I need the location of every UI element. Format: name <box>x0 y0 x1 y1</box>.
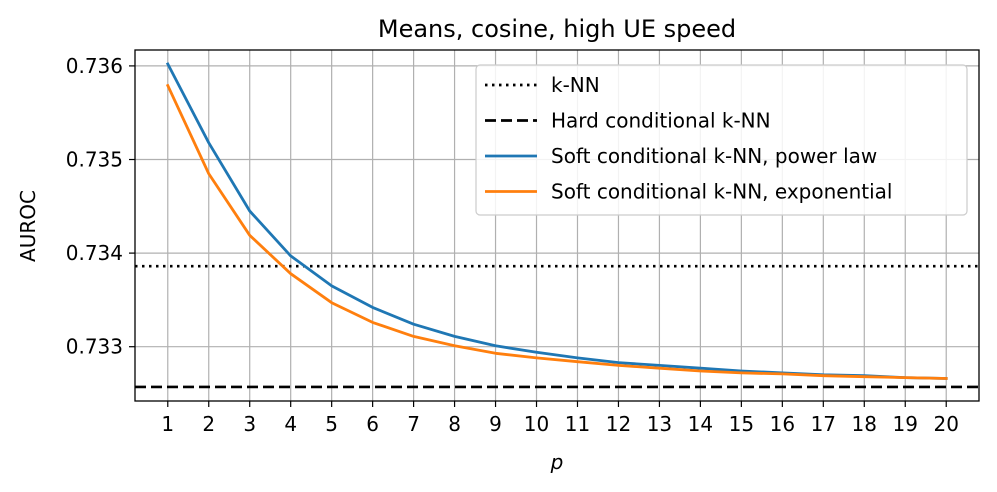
x-tick-label: 16 <box>770 412 795 436</box>
exponential-line <box>165 83 948 380</box>
y-tick-label: 0.733 <box>66 335 123 359</box>
x-tick-label: 6 <box>366 412 379 436</box>
legend-label-exponential: Soft conditional k-NN, exponential <box>551 180 892 204</box>
x-tick-label: 17 <box>811 412 836 436</box>
x-tick-label: 10 <box>524 412 549 436</box>
legend-label-hard-conditional-knn: Hard conditional k-NN <box>551 109 771 133</box>
x-tick-label: 11 <box>565 412 590 436</box>
plot-frame <box>134 49 980 402</box>
x-axis: 1 2 3 4 5 6 7 8 9 10 11 12 13 14 15 16 17 18 19 20 <box>161 401 959 436</box>
legend-label-knn: k-NN <box>551 73 600 97</box>
legend-label-power-law: Soft conditional k-NN, power law <box>551 144 877 168</box>
x-tick-label: 14 <box>688 412 713 436</box>
x-tick-label: 18 <box>852 412 877 436</box>
legend-box <box>475 64 968 216</box>
x-tick-label: 20 <box>933 412 958 436</box>
x-tick-label: 5 <box>325 412 338 436</box>
reference-lines <box>135 264 979 389</box>
x-tick-label: 4 <box>284 412 297 436</box>
x-tick-label: 2 <box>202 412 215 436</box>
x-tick-label: 7 <box>407 412 420 436</box>
x-tick-label: 15 <box>729 412 754 436</box>
x-tick-label: 9 <box>489 412 502 436</box>
y-axis-label: AUROC <box>16 190 40 262</box>
x-tick-label: 13 <box>647 412 672 436</box>
y-tick-label: 0.734 <box>66 241 123 265</box>
y-axis: 0.733 0.734 0.735 0.736 <box>66 54 135 359</box>
x-tick-label: 19 <box>893 412 918 436</box>
series-lines <box>165 62 948 380</box>
y-tick-label: 0.735 <box>66 148 123 172</box>
y-tick-label: 0.736 <box>66 54 123 78</box>
x-axis-label: p <box>550 450 564 474</box>
x-tick-label: 12 <box>606 412 631 436</box>
x-tick-label: 3 <box>243 412 256 436</box>
x-tick-label: 8 <box>448 412 461 436</box>
x-tick-label: 1 <box>161 412 174 436</box>
legend: k-NN Hard conditional k-NN Soft conditiona… <box>475 64 968 216</box>
chart-title: Means, cosine, high UE speed <box>378 15 736 43</box>
